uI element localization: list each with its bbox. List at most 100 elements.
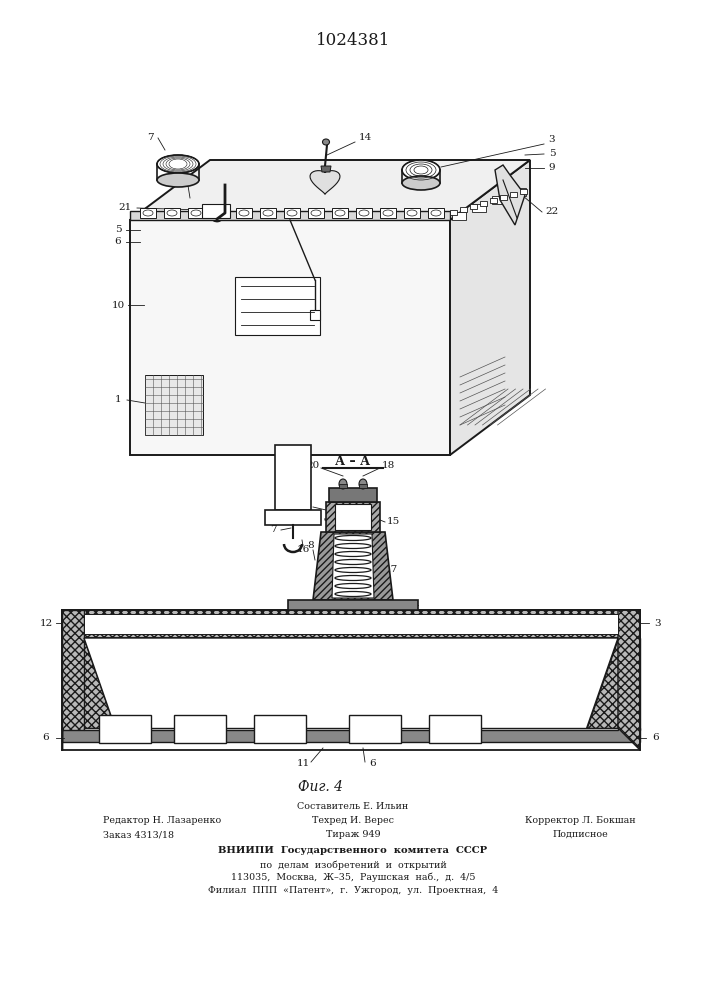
Polygon shape (62, 610, 640, 638)
Text: Тираж 949: Тираж 949 (326, 830, 380, 839)
Bar (99, 715, 151, 743)
Polygon shape (618, 610, 640, 750)
Bar (275, 445, 311, 510)
Bar (429, 715, 481, 743)
Polygon shape (130, 211, 450, 220)
Text: 6: 6 (115, 237, 122, 246)
Text: Составитель Е. Ильин: Составитель Е. Ильин (298, 802, 409, 811)
Polygon shape (495, 165, 525, 225)
Text: 22: 22 (545, 208, 559, 217)
Bar (450, 210, 457, 215)
Bar (490, 198, 497, 203)
Text: Техред И. Верес: Техред И. Верес (312, 816, 394, 825)
Polygon shape (84, 638, 618, 730)
Text: 7: 7 (146, 133, 153, 142)
Bar (452, 212, 466, 220)
Ellipse shape (359, 479, 367, 489)
Bar (284, 208, 300, 218)
Bar (472, 204, 486, 212)
Polygon shape (450, 160, 530, 455)
Text: 1: 1 (115, 395, 122, 404)
Bar (339, 484, 347, 488)
Text: 18: 18 (381, 462, 395, 471)
Ellipse shape (402, 176, 440, 190)
Text: 13: 13 (398, 600, 411, 609)
Bar (62, 728, 640, 742)
Bar (212, 208, 228, 218)
Text: 6: 6 (653, 734, 660, 742)
Text: 14: 14 (358, 133, 372, 142)
Text: 113035,  Москва,  Ж–35,  Раушская  наб.,  д.  4/5: 113035, Москва, Ж–35, Раушская наб., д. … (230, 873, 475, 882)
Bar (164, 208, 180, 218)
Bar (288, 600, 418, 610)
Bar (335, 504, 371, 530)
Text: 8: 8 (308, 542, 315, 550)
Text: 17: 17 (385, 566, 397, 574)
Polygon shape (586, 638, 640, 730)
Bar (310, 310, 320, 320)
Bar (265, 510, 321, 525)
Bar (480, 201, 487, 206)
Polygon shape (310, 171, 340, 194)
Polygon shape (130, 220, 450, 455)
Text: 12: 12 (40, 618, 52, 628)
Text: 3: 3 (549, 135, 555, 144)
Text: по  делам  изобретений  и  открытий: по делам изобретений и открытий (259, 860, 446, 869)
Bar (349, 715, 401, 743)
Polygon shape (62, 610, 84, 750)
Bar (188, 208, 204, 218)
Bar (202, 204, 230, 218)
Bar (332, 208, 348, 218)
Text: 1024381: 1024381 (316, 32, 390, 49)
Bar (260, 208, 276, 218)
Text: Подписное: Подписное (552, 830, 608, 839)
Text: Заказ 4313/18: Заказ 4313/18 (103, 830, 174, 839)
Bar (470, 204, 477, 209)
Text: 21: 21 (118, 204, 132, 213)
Polygon shape (84, 614, 618, 634)
Bar (356, 208, 372, 218)
Bar (359, 484, 367, 488)
Polygon shape (326, 502, 380, 532)
Text: 5: 5 (115, 226, 122, 234)
Bar (235, 277, 320, 335)
Text: 8: 8 (182, 157, 188, 166)
Bar (140, 208, 156, 218)
Ellipse shape (322, 139, 329, 145)
Bar (145, 375, 203, 435)
Text: 15: 15 (386, 518, 399, 526)
Polygon shape (130, 160, 530, 220)
Text: 7: 7 (269, 526, 276, 534)
Text: 6: 6 (370, 760, 376, 768)
Text: ВНИИПИ  Государственного  комитета  СССР: ВНИИПИ Государственного комитета СССР (218, 846, 488, 855)
Text: 10: 10 (112, 300, 124, 310)
Bar (174, 715, 226, 743)
Bar (254, 715, 306, 743)
Ellipse shape (402, 160, 440, 180)
Bar (404, 208, 420, 218)
Bar (236, 208, 252, 218)
Text: А – А: А – А (335, 455, 370, 468)
Bar (510, 192, 517, 197)
Polygon shape (84, 728, 618, 730)
Bar (500, 195, 507, 200)
Text: Корректор Л. Бокшан: Корректор Л. Бокшан (525, 816, 636, 825)
Bar (308, 208, 324, 218)
Bar (520, 189, 527, 194)
Text: 6: 6 (42, 734, 49, 742)
Polygon shape (321, 166, 331, 172)
Polygon shape (62, 638, 116, 730)
Ellipse shape (339, 479, 347, 489)
Text: 16: 16 (296, 546, 310, 554)
Text: 9: 9 (549, 163, 555, 172)
Text: Филиал  ППП  «Патент»,  г.  Ужгород,  ул.  Проектная,  4: Филиал ППП «Патент», г. Ужгород, ул. Про… (208, 886, 498, 895)
Text: Редактор Н. Лазаренко: Редактор Н. Лазаренко (103, 816, 221, 825)
Bar (512, 188, 526, 196)
Bar (460, 207, 467, 212)
Polygon shape (332, 534, 374, 598)
Text: 19: 19 (296, 502, 310, 512)
Bar (428, 208, 444, 218)
Bar (329, 488, 377, 502)
Polygon shape (313, 532, 393, 600)
Text: Фиг. 3: Фиг. 3 (288, 510, 332, 524)
